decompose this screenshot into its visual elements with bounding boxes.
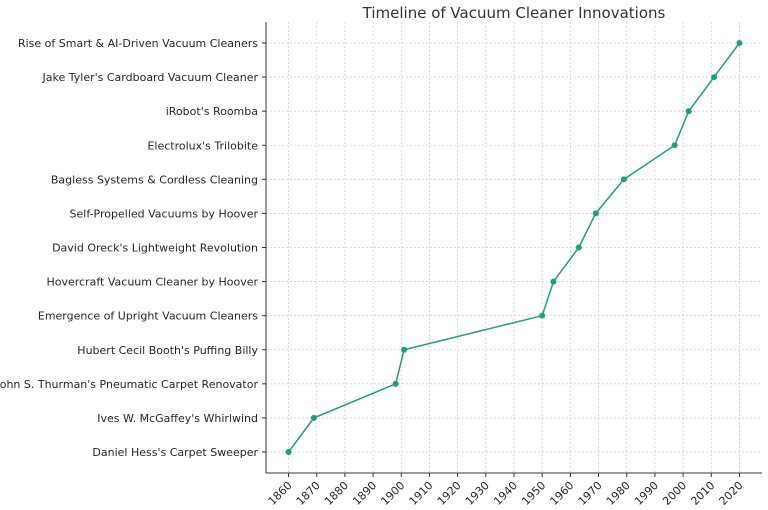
y-tick-label: Jake Tyler's Cardboard Vacuum Cleaner bbox=[42, 71, 259, 84]
x-tick-label: 2020 bbox=[717, 479, 746, 508]
data-point bbox=[550, 278, 557, 285]
y-axis: Daniel Hess's Carpet Sweeper Ives W. McGa… bbox=[0, 37, 266, 459]
y-tick-label: iRobot's Roomba bbox=[166, 105, 258, 118]
x-tick-label: 1870 bbox=[294, 479, 323, 508]
y-tick-label: Hubert Cecil Booth's Puffing Billy bbox=[77, 344, 258, 357]
x-tick-label: 1970 bbox=[576, 479, 605, 508]
data-point bbox=[711, 74, 718, 81]
y-tick-label: Hovercraft Vacuum Cleaner by Hoover bbox=[47, 276, 259, 289]
data-point bbox=[310, 414, 317, 421]
y-tick-label: David Oreck's Lightweight Revolution bbox=[52, 242, 258, 255]
x-tick-label: 1960 bbox=[547, 479, 576, 508]
x-tick-label: 1930 bbox=[463, 479, 492, 508]
data-point bbox=[685, 108, 692, 115]
y-tick-label: Bagless Systems & Cordless Cleaning bbox=[51, 173, 258, 186]
x-axis: 1860 1870 1880 1890 1900 1910 1920 1930 1940 1950… bbox=[266, 473, 746, 508]
x-tick-label: 2010 bbox=[688, 479, 717, 508]
x-tick-label: 1940 bbox=[491, 479, 520, 508]
y-tick-label: Rise of Smart & AI-Driven Vacuum Cleaner… bbox=[18, 37, 258, 50]
data-point bbox=[392, 380, 399, 387]
y-tick-label: Ives W. McGaffey's Whirlwind bbox=[97, 412, 258, 425]
x-tick-label: 1950 bbox=[519, 479, 548, 508]
x-tick-label: 1860 bbox=[266, 479, 295, 508]
chart-title: Timeline of Vacuum Cleaner Innovations bbox=[362, 4, 666, 22]
data-point bbox=[592, 210, 599, 217]
data-point bbox=[401, 346, 408, 353]
data-point bbox=[736, 40, 743, 46]
y-tick-label: Emergence of Upright Vacuum Cleaners bbox=[38, 310, 258, 323]
x-tick-label: 1990 bbox=[632, 479, 661, 508]
series-line bbox=[285, 40, 743, 455]
data-point bbox=[539, 312, 546, 319]
x-tick-label: 1900 bbox=[378, 479, 407, 508]
y-tick-label: Self-Propelled Vacuums by Hoover bbox=[70, 207, 259, 220]
data-point bbox=[620, 176, 627, 183]
x-tick-label: 1910 bbox=[407, 479, 436, 508]
x-tick-label: 1890 bbox=[350, 479, 379, 508]
data-point bbox=[575, 244, 582, 251]
x-tick-label: 2000 bbox=[660, 479, 689, 508]
data-point bbox=[671, 142, 678, 149]
grid bbox=[266, 22, 762, 473]
y-tick-label: Electrolux's Trilobite bbox=[147, 139, 258, 152]
x-tick-label: 1980 bbox=[604, 479, 633, 508]
x-tick-label: 1880 bbox=[322, 479, 351, 508]
data-point bbox=[285, 449, 292, 455]
y-tick-label: John S. Thurman's Pneumatic Carpet Renov… bbox=[0, 378, 258, 391]
x-tick-label: 1920 bbox=[435, 479, 464, 508]
y-tick-label: Daniel Hess's Carpet Sweeper bbox=[92, 446, 258, 459]
